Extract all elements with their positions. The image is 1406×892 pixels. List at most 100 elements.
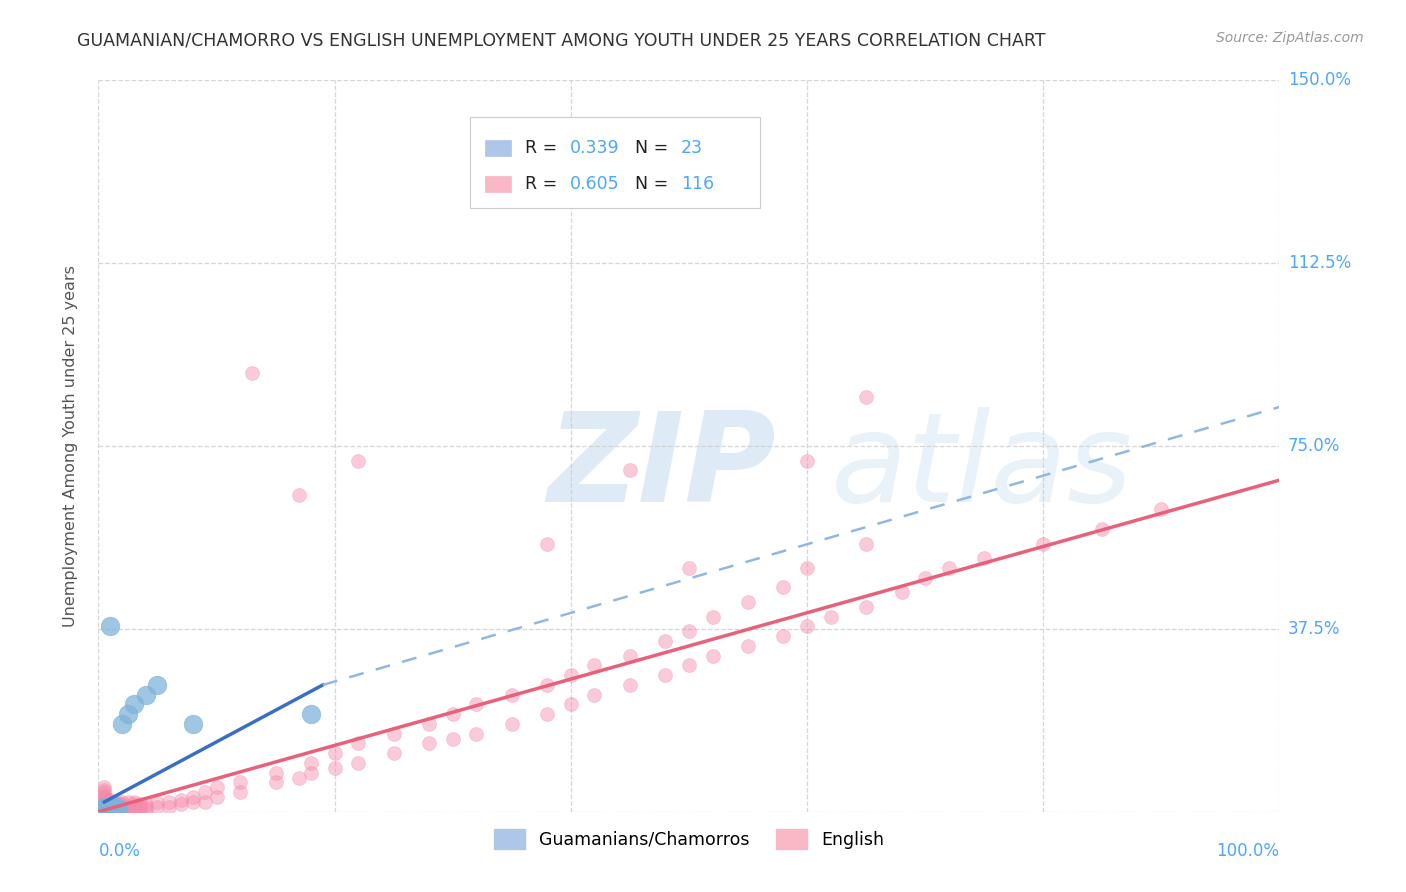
Point xyxy=(93,797,115,812)
Point xyxy=(97,800,120,814)
Point xyxy=(560,698,582,712)
Point xyxy=(93,795,115,809)
Point xyxy=(96,792,118,806)
Point xyxy=(93,782,115,797)
Point xyxy=(560,668,582,682)
Point xyxy=(299,765,322,780)
Point xyxy=(264,775,287,789)
Point xyxy=(96,802,118,816)
Point xyxy=(536,536,558,550)
Point xyxy=(93,785,115,799)
Point xyxy=(1091,522,1114,536)
Point xyxy=(103,802,125,816)
Point xyxy=(122,795,145,809)
Point xyxy=(288,488,311,502)
Point xyxy=(105,802,128,816)
Text: 100.0%: 100.0% xyxy=(1216,842,1279,860)
Point xyxy=(101,802,124,816)
Point xyxy=(93,780,115,795)
Text: 112.5%: 112.5% xyxy=(1288,254,1351,272)
FancyBboxPatch shape xyxy=(485,139,510,155)
Point xyxy=(111,802,134,816)
Point xyxy=(104,802,127,816)
Point xyxy=(772,629,794,643)
Text: N =: N = xyxy=(634,175,673,194)
Text: N =: N = xyxy=(634,138,673,157)
Point xyxy=(323,761,346,775)
Point xyxy=(678,624,700,639)
Point xyxy=(654,634,676,648)
Text: 0.0%: 0.0% xyxy=(98,842,141,860)
Point xyxy=(820,609,842,624)
Point xyxy=(465,698,488,712)
Point xyxy=(107,800,129,814)
Point xyxy=(96,800,118,814)
Point xyxy=(112,800,135,814)
Point xyxy=(108,802,131,816)
Point xyxy=(105,800,128,814)
Point xyxy=(181,795,204,809)
Point xyxy=(702,609,724,624)
Point xyxy=(135,797,157,812)
Point xyxy=(111,800,134,814)
Point xyxy=(93,802,115,816)
Point xyxy=(170,797,193,812)
Point xyxy=(98,800,121,814)
Point xyxy=(101,795,124,809)
Point xyxy=(855,390,877,404)
Point xyxy=(105,800,128,814)
Point xyxy=(855,599,877,614)
Point xyxy=(914,571,936,585)
Text: 75.0%: 75.0% xyxy=(1288,437,1340,455)
Point xyxy=(101,797,124,812)
Point xyxy=(97,802,120,816)
Point xyxy=(117,802,139,816)
Point xyxy=(205,780,228,795)
Text: R =: R = xyxy=(524,138,562,157)
Point xyxy=(93,792,115,806)
Point xyxy=(146,800,169,814)
Point xyxy=(536,678,558,692)
Point xyxy=(619,678,641,692)
Point xyxy=(96,795,118,809)
Point xyxy=(122,797,145,812)
Point xyxy=(973,551,995,566)
Point xyxy=(382,746,405,760)
Point xyxy=(93,805,115,819)
Legend: Guamanians/Chamorros, English: Guamanians/Chamorros, English xyxy=(485,821,893,858)
Point xyxy=(347,453,370,467)
Point xyxy=(122,800,145,814)
Point xyxy=(890,585,912,599)
Point xyxy=(678,658,700,673)
Point xyxy=(101,802,124,816)
Point xyxy=(122,802,145,816)
Point xyxy=(111,717,134,731)
Point xyxy=(418,717,440,731)
Text: 0.339: 0.339 xyxy=(569,138,619,157)
Point xyxy=(105,802,128,816)
Text: 116: 116 xyxy=(681,175,714,194)
Point xyxy=(737,595,759,609)
Point xyxy=(101,800,124,814)
Point xyxy=(128,800,150,814)
Point xyxy=(441,731,464,746)
Point xyxy=(97,797,120,812)
Point xyxy=(103,800,125,814)
Point xyxy=(157,795,180,809)
Point xyxy=(240,366,263,380)
Point xyxy=(105,795,128,809)
Point xyxy=(441,707,464,722)
Point xyxy=(264,765,287,780)
Point xyxy=(108,797,131,812)
Point xyxy=(501,717,523,731)
Point xyxy=(98,802,121,816)
Point xyxy=(98,792,121,806)
Point xyxy=(111,797,134,812)
Point xyxy=(135,800,157,814)
Point xyxy=(112,802,135,816)
Point xyxy=(938,561,960,575)
Point xyxy=(105,800,128,814)
Point xyxy=(1150,502,1173,516)
Point xyxy=(117,707,139,722)
FancyBboxPatch shape xyxy=(485,176,510,192)
